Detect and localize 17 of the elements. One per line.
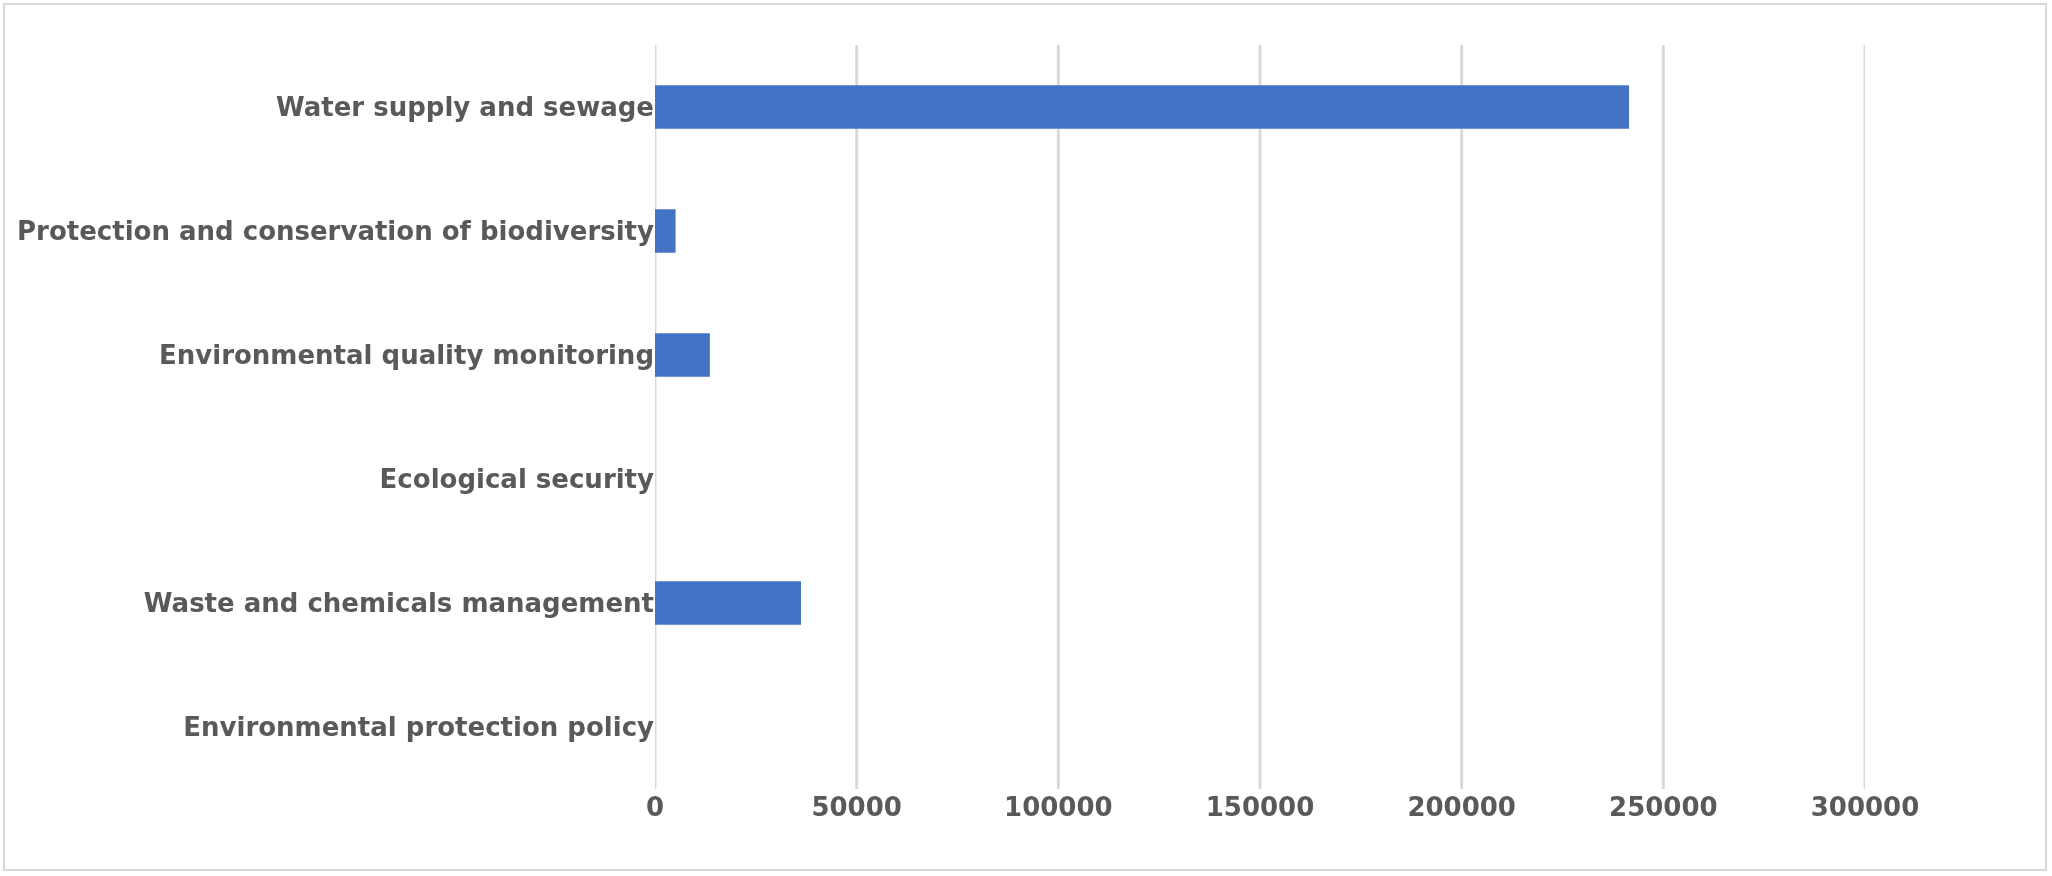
x-tick-label: 250000 [1609,792,1718,822]
bar [655,581,802,625]
x-tick-label: 200000 [1407,792,1516,822]
y-tick-label: Ecological security [379,464,655,495]
x-tick-label: 100000 [1004,792,1113,822]
bar [655,209,676,253]
y-tick-label: Water supply and sewage [276,92,654,123]
y-tick-label: Waste and chemicals management [143,588,654,619]
y-tick-label: Environmental protection policy [183,712,655,743]
x-tick-label: 0 [645,792,665,822]
bar [655,333,710,377]
y-tick-label: Protection and conservation of biodiversity [17,216,655,247]
y-tick-label: Environmental quality monitoring [159,340,654,371]
x-tick-label: 50000 [811,792,902,822]
bar [655,85,1630,129]
x-tick-label: 300000 [1810,792,1920,822]
x-tick-label: 150000 [1205,792,1315,822]
